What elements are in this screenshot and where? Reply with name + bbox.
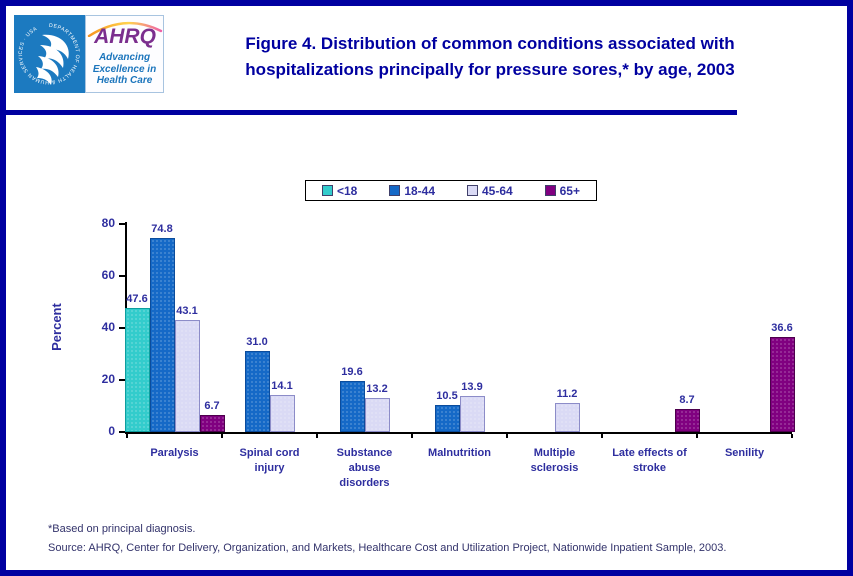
y-axis-tick-label: 20: [101, 372, 115, 386]
x-axis-tick: [221, 434, 223, 438]
y-axis-tick: [119, 431, 125, 433]
x-axis-tick: [316, 434, 318, 438]
x-axis-tick: [126, 434, 128, 438]
legend-item: 65+: [544, 183, 580, 198]
y-axis-tick-label: 60: [101, 268, 115, 282]
legend-swatch-icon: [466, 185, 478, 196]
x-axis-tick: [601, 434, 603, 438]
bar-4564: [174, 319, 200, 432]
ahrq-arc-icon: [87, 21, 163, 37]
bar-value-label: 43.1: [176, 304, 198, 317]
legend-label: 65+: [559, 183, 580, 198]
bar-1844: [244, 351, 270, 432]
footnote-asterisk: *Based on principal diagnosis.: [48, 523, 196, 535]
figure-title: Figure 4. Distribution of common conditi…: [150, 31, 830, 83]
y-axis-tick: [119, 379, 125, 381]
x-axis-tick: [506, 434, 508, 438]
legend-label: 18-44: [404, 183, 436, 198]
header-separator: [6, 110, 737, 115]
bar-value-label: 31.0: [246, 336, 268, 349]
x-axis-category-label: Spinal cord injury: [239, 447, 300, 474]
ahrq-hhs-logo: DEPARTMENT OF HEALTH & HUMAN SERVICES · …: [14, 15, 164, 93]
y-axis-title: Percent: [49, 303, 64, 351]
y-axis-tick: [119, 275, 125, 277]
bar-65+: [674, 409, 700, 432]
x-axis-category-label: Senility: [724, 447, 765, 459]
bar-value-label: 11.2: [556, 387, 578, 400]
bar-<18: [124, 308, 150, 432]
legend-item: 18-44: [389, 184, 435, 198]
x-axis-tick: [411, 434, 413, 438]
x-axis-category-label: Late effects of stroke: [612, 447, 687, 474]
legend-swatch-icon: [322, 185, 333, 196]
x-axis-line: [125, 432, 792, 434]
legend-item: 45-64: [466, 183, 513, 198]
tagline-line3: Health Care: [96, 75, 153, 86]
bar-1844: [149, 237, 175, 432]
bar-4564: [459, 395, 485, 432]
legend-item: <18: [322, 184, 357, 198]
tagline-line1: Advancing: [98, 52, 151, 63]
ahrq-wordmark: AHRQ Advancing Excellence in Health Care: [85, 15, 164, 93]
bar-value-label: 14.1: [271, 380, 293, 393]
legend-label: 45-64: [481, 183, 513, 198]
bar-value-label: 74.8: [151, 222, 173, 235]
x-axis-category-label: Malnutrition: [428, 447, 491, 459]
hhs-seal: DEPARTMENT OF HEALTH & HUMAN SERVICES · …: [14, 15, 85, 93]
y-axis-tick-label: 80: [101, 216, 115, 230]
bar-value-label: 13.9: [461, 380, 483, 393]
figure-title-line1: Figure 4. Distribution of common conditi…: [245, 34, 735, 53]
bar-1844: [434, 404, 460, 432]
bar-4564: [364, 397, 390, 432]
y-axis-tick-label: 40: [101, 320, 115, 334]
x-axis-category-label: Paralysis: [150, 447, 199, 459]
bar-value-label: 36.6: [771, 321, 793, 334]
bar-value-label: 10.5: [436, 389, 458, 402]
tagline-line2: Excellence in: [92, 63, 157, 75]
bar-value-label: 13.2: [366, 382, 388, 395]
bar-value-label: 8.7: [679, 394, 695, 407]
bar-65+: [199, 414, 225, 432]
ahrq-acronym: AHRQ: [94, 25, 156, 48]
legend-label: <18: [337, 183, 358, 198]
y-axis-tick: [119, 327, 125, 329]
footnote-source: Source: AHRQ, Center for Delivery, Organ…: [48, 542, 727, 554]
y-axis-tick: [119, 223, 125, 225]
figure-title-line2: hospitalizations principally for pressur…: [245, 60, 735, 79]
ahrq-tagline: Advancing Excellence in Health Care: [86, 52, 163, 87]
bar-value-label: 19.6: [341, 366, 363, 379]
chart-legend: <18 18-44 45-64 65+: [305, 180, 597, 201]
hhs-eagle-icon: DEPARTMENT OF HEALTH & HUMAN SERVICES · …: [14, 15, 85, 93]
bar-4564: [269, 395, 295, 432]
x-axis-tick: [791, 434, 793, 438]
bar-value-label: 47.6: [126, 293, 148, 306]
legend-swatch-icon: [389, 185, 401, 196]
x-axis-tick: [696, 434, 698, 438]
bar-value-label: 6.7: [204, 399, 220, 412]
x-axis-category-label: Substance abuse disorders: [336, 447, 393, 489]
x-axis-category-label: Multiple sclerosis: [530, 447, 579, 474]
bar-1844: [339, 381, 365, 432]
y-axis-tick-label: 0: [108, 424, 115, 438]
bar-65+: [769, 336, 795, 432]
bar-4564: [554, 402, 580, 432]
legend-swatch-icon: [544, 185, 556, 196]
